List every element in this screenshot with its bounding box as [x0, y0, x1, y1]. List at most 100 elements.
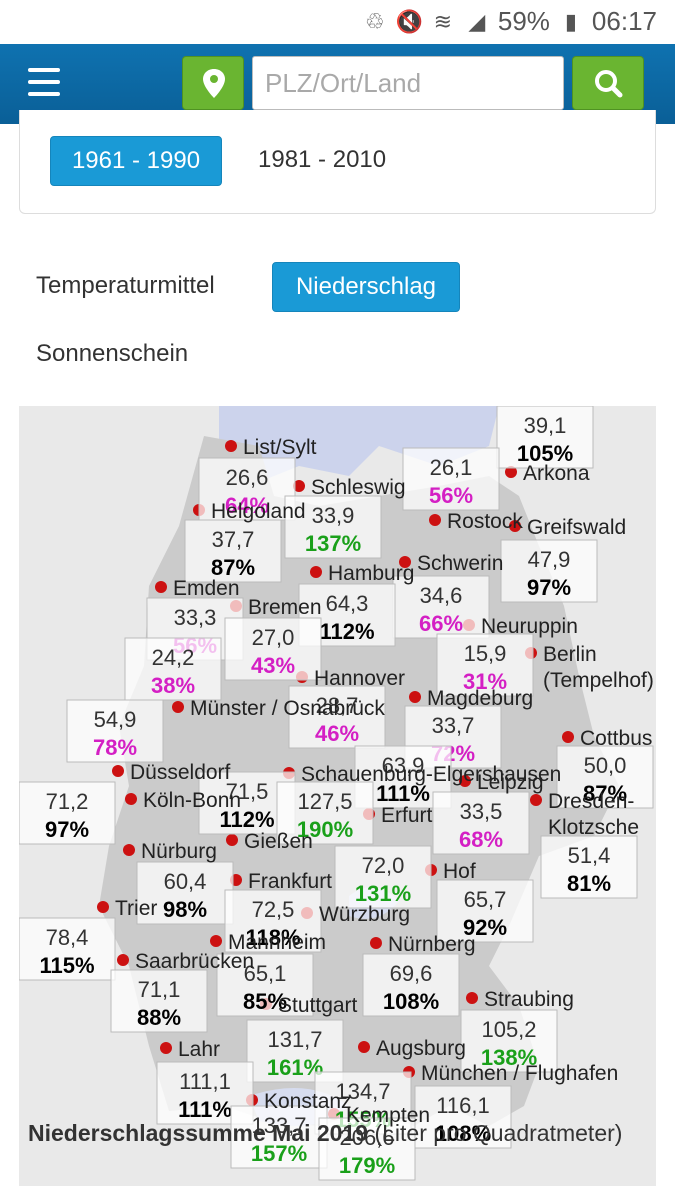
- station-label: Frankfurt: [248, 870, 332, 893]
- station-label: Straubing: [484, 988, 574, 1011]
- precip-percent: 108%: [383, 989, 439, 1014]
- station-marker[interactable]: [358, 1041, 370, 1053]
- station-marker[interactable]: [530, 794, 542, 806]
- search-icon: [595, 70, 623, 98]
- tab-sunshine[interactable]: Sonnenschein: [36, 340, 189, 367]
- value-box: 71,2 97%: [19, 781, 116, 845]
- period-1961-1990-button[interactable]: 1961 - 1990: [50, 136, 222, 186]
- location-button[interactable]: [182, 56, 244, 110]
- station-marker[interactable]: [155, 581, 167, 593]
- station-label: Schauenburg-Elgershausen: [301, 763, 561, 786]
- value-box: 78,4 115%: [19, 917, 116, 981]
- station-marker[interactable]: [226, 834, 238, 846]
- location-pin-icon: [203, 69, 225, 98]
- value-box: 65,1 85%: [216, 953, 314, 1017]
- station-marker[interactable]: [509, 520, 521, 532]
- precip-percent: 115%: [39, 953, 94, 978]
- battery-percent: 59%: [497, 6, 550, 36]
- station-label: Bremen: [248, 596, 322, 619]
- precip-percent: 161%: [267, 1055, 323, 1080]
- precip-amount: 65,7: [464, 887, 507, 912]
- precip-percent: 112%: [319, 619, 374, 644]
- precip-percent: 64%: [225, 493, 269, 518]
- precip-percent: 81%: [567, 871, 611, 896]
- station-marker[interactable]: [310, 566, 322, 578]
- station-marker[interactable]: [117, 954, 129, 966]
- menu-icon[interactable]: [28, 68, 60, 96]
- precip-percent: 38%: [151, 673, 195, 698]
- station-marker[interactable]: [160, 1042, 172, 1054]
- station-label: Hannover: [314, 667, 405, 690]
- precip-amount: 47,9: [528, 547, 571, 572]
- station-marker[interactable]: [409, 691, 421, 703]
- precip-percent: 46%: [315, 721, 359, 746]
- precip-percent: 78%: [93, 735, 137, 760]
- precip-amount: 63,9: [382, 753, 425, 778]
- tab-precipitation[interactable]: Niederschlag: [272, 262, 460, 312]
- clock: 06:17: [591, 6, 657, 36]
- value-box: 37,7 87%: [184, 519, 282, 583]
- precip-percent: 97%: [527, 575, 571, 600]
- precip-percent: 88%: [137, 1005, 181, 1030]
- station-label: Helgoland: [211, 500, 306, 523]
- station-marker[interactable]: [466, 992, 478, 1004]
- precip-percent: 68%: [459, 827, 503, 852]
- value-box: 69,6 108%: [362, 953, 460, 1017]
- precip-percent: 118%: [245, 925, 300, 950]
- precip-percent: 112%: [219, 807, 274, 832]
- precip-amount: 51,4: [568, 843, 611, 868]
- station-marker[interactable]: [123, 844, 135, 856]
- station-label: Nürburg: [141, 840, 217, 863]
- value-box: 33,5 68%: [432, 791, 530, 855]
- precip-amount: 72,5: [252, 897, 295, 922]
- precip-percent: 105%: [517, 441, 573, 466]
- value-box: 33,9 137%: [284, 495, 382, 559]
- station-label: Erfurt: [381, 804, 433, 827]
- station-marker[interactable]: [172, 701, 184, 713]
- precip-amount: 71,5: [226, 779, 269, 804]
- station-marker[interactable]: [399, 556, 411, 568]
- station-marker[interactable]: [370, 937, 382, 949]
- precip-percent: 56%: [429, 483, 473, 508]
- station-marker[interactable]: [125, 793, 137, 805]
- station-marker[interactable]: [210, 935, 222, 947]
- value-box: 54,9 78%: [66, 699, 164, 763]
- station-label: Würzburg: [319, 903, 410, 926]
- precip-amount: 33,7: [432, 713, 475, 738]
- value-box: 39,1 105%: [496, 406, 594, 469]
- station-marker[interactable]: [505, 466, 517, 478]
- station-marker[interactable]: [429, 514, 441, 526]
- station-label: List/Sylt: [243, 436, 317, 459]
- station-label: Hof: [443, 860, 476, 883]
- station-marker[interactable]: [459, 775, 471, 787]
- precip-amount: 54,9: [94, 707, 137, 732]
- precip-amount: 131,7: [267, 1027, 322, 1052]
- precip-percent: 131%: [355, 881, 411, 906]
- search-button[interactable]: [572, 56, 644, 110]
- tab-temperature[interactable]: Temperaturmittel: [36, 272, 215, 299]
- precip-amount: 60,4: [164, 869, 207, 894]
- period-1981-2010-button[interactable]: 1981 - 2010: [258, 146, 387, 173]
- precip-amount: 24,2: [152, 645, 195, 670]
- station-marker[interactable]: [562, 731, 574, 743]
- station-label: Berlin (Tempelhof): [543, 643, 654, 692]
- search-input[interactable]: [252, 56, 564, 110]
- value-box: 127,5 190%: [276, 781, 374, 845]
- value-box: 133,7 157%: [230, 1105, 328, 1169]
- precip-percent: 43%: [251, 653, 295, 678]
- precip-percent: 137%: [305, 531, 361, 556]
- station-label: Münster / Osnabrück: [190, 697, 385, 720]
- value-box: 47,9 97%: [500, 539, 598, 603]
- precip-percent: 108%: [435, 1121, 491, 1146]
- station-marker[interactable]: [112, 765, 124, 777]
- precip-percent: 157%: [251, 1141, 307, 1166]
- value-box: 26,6 64%: [198, 457, 296, 521]
- precipitation-map: 39,1 105% 26,1 56% 26,6 64% 33,9 137% 37,7 87% 47,…: [19, 406, 656, 1186]
- value-box: 28,7 46%: [288, 685, 386, 749]
- value-box: 51,4 81%: [540, 835, 638, 899]
- precip-percent: 97%: [45, 817, 89, 842]
- station-marker[interactable]: [225, 440, 237, 452]
- station-label: Dresden-Klotzsche: [548, 790, 639, 839]
- station-marker[interactable]: [293, 480, 305, 492]
- station-marker[interactable]: [97, 901, 109, 913]
